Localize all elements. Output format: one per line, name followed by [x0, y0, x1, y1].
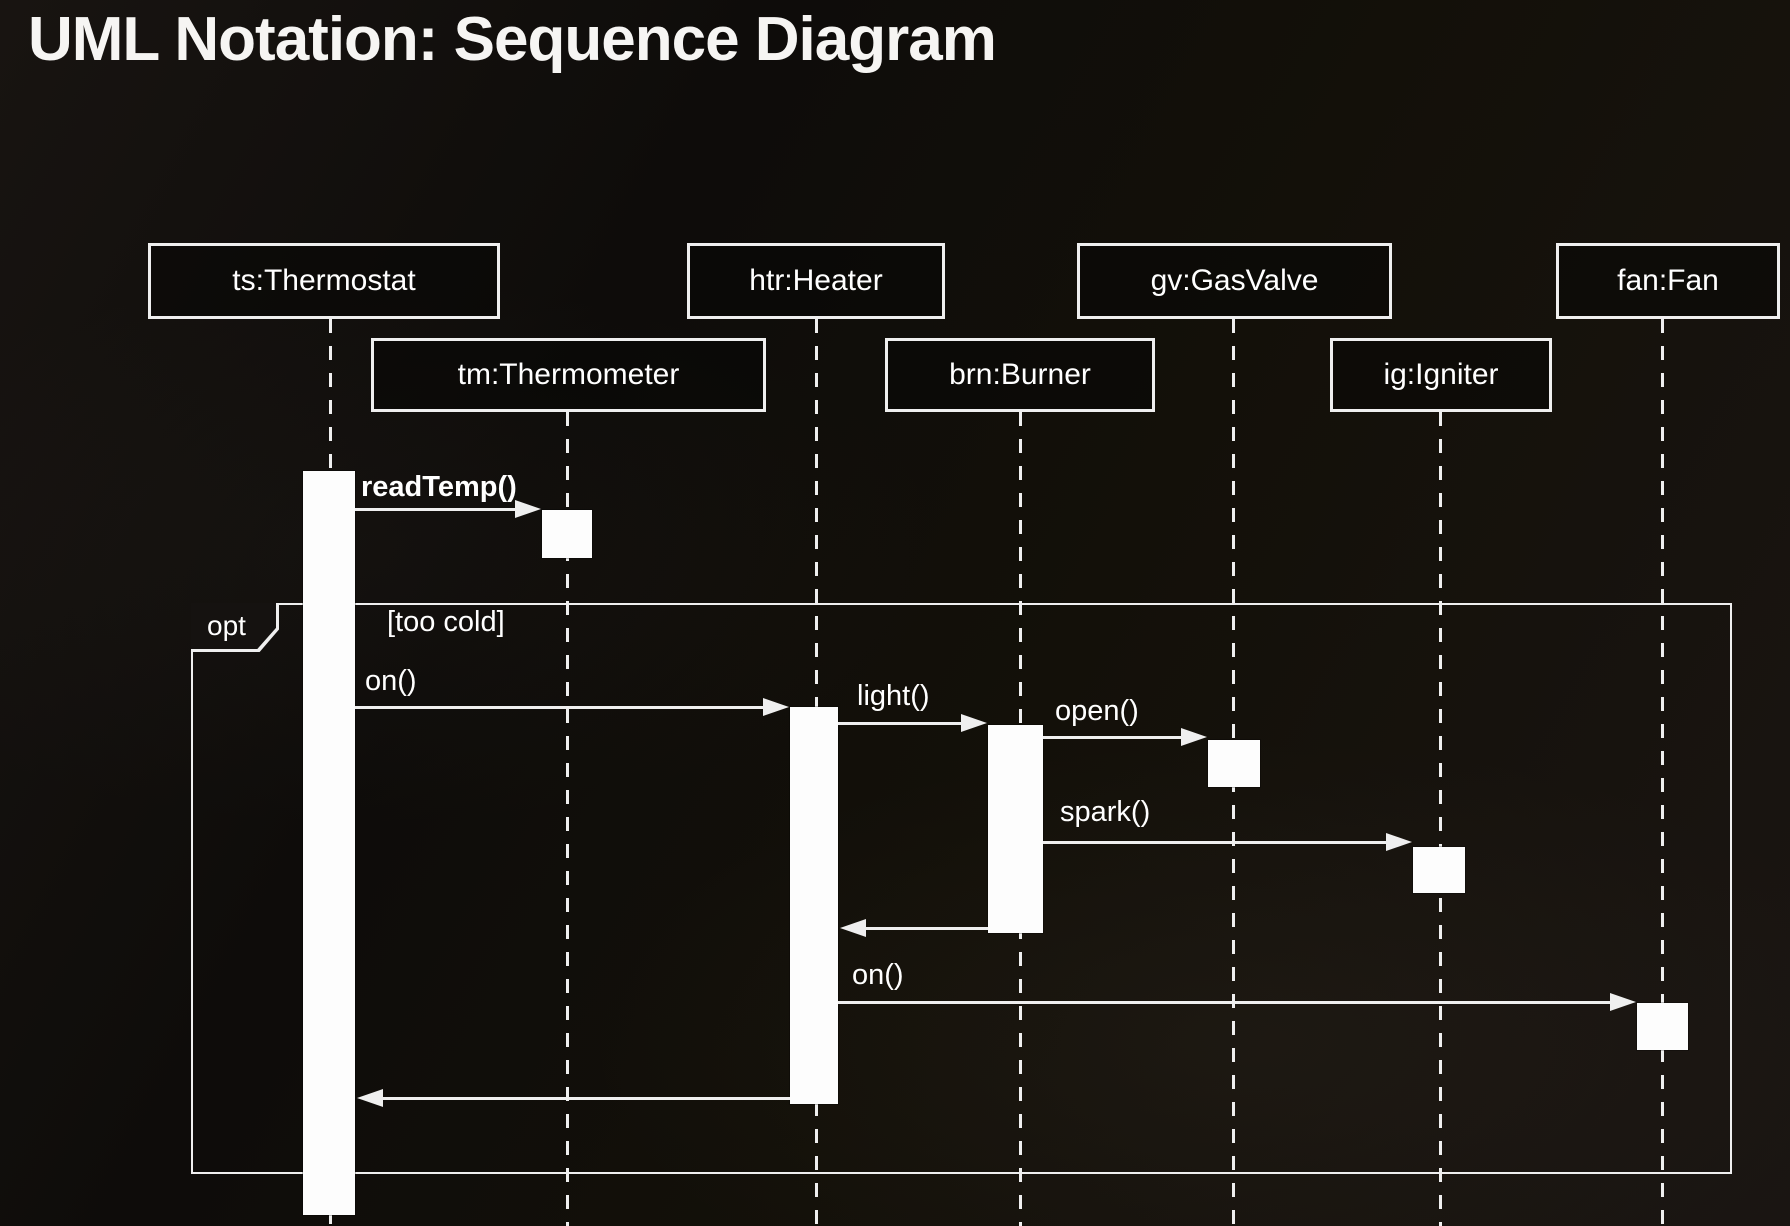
message-arrowhead [763, 698, 789, 716]
message-line-readTemp() [355, 508, 515, 511]
message-arrowhead [1181, 728, 1207, 746]
message-line-open() [1043, 736, 1181, 739]
lifeline-fan [1661, 319, 1664, 1226]
activation-bar-htr [790, 707, 838, 1104]
lifeline-head-gv: gv:GasValve [1077, 243, 1392, 319]
message-arrowhead [961, 714, 987, 732]
slide-title: UML Notation: Sequence Diagram [28, 5, 997, 74]
fragment-guard-label: [too cold] [387, 606, 505, 638]
message-line-on() [838, 1001, 1610, 1004]
lifeline-head-label: gv:GasValve [1150, 264, 1319, 297]
fragment-operator-label: opt [191, 603, 276, 649]
lifeline-head-label: fan:Fan [1617, 264, 1719, 297]
message-label: on() [365, 665, 417, 697]
lifeline-head-fan: fan:Fan [1556, 243, 1780, 319]
fragment-frame [191, 603, 1732, 1174]
message-arrowhead [840, 919, 866, 937]
message-line-on() [355, 706, 763, 709]
lifeline-head-label: htr:Heater [749, 264, 883, 297]
activation-bar-brn [988, 725, 1043, 933]
message-line-return [866, 927, 988, 930]
message-arrowhead [515, 500, 541, 518]
lifeline-head-label: ts:Thermostat [232, 264, 416, 297]
lifeline-head-htr: htr:Heater [687, 243, 945, 319]
message-arrowhead [1610, 993, 1636, 1011]
message-line-return [383, 1097, 790, 1100]
lifeline-head-label: ig:Igniter [1383, 358, 1499, 391]
message-label: on() [852, 959, 904, 991]
message-arrowhead [357, 1089, 383, 1107]
lifeline-head-label: brn:Burner [949, 358, 1091, 391]
lifeline-head-tm: tm:Thermometer [371, 338, 766, 412]
activation-bar-ts [303, 471, 355, 1215]
lifeline-tm [566, 412, 569, 1226]
message-line-spark() [1043, 841, 1386, 844]
message-line-light() [838, 722, 961, 725]
lifeline-head-ts: ts:Thermostat [148, 243, 500, 319]
activation-bar-gv [1208, 740, 1260, 787]
message-label: open() [1055, 695, 1139, 727]
lifeline-ig [1439, 412, 1442, 1226]
fragment-operator-tab: opt [191, 603, 279, 652]
message-label: readTemp() [361, 471, 517, 503]
message-label: light() [857, 680, 930, 712]
activation-bar-fan [1637, 1003, 1688, 1050]
activation-bar-tm [542, 510, 592, 558]
lifeline-head-ig: ig:Igniter [1330, 338, 1552, 412]
lifeline-head-brn: brn:Burner [885, 338, 1155, 412]
message-arrowhead [1386, 833, 1412, 851]
activation-bar-ig [1413, 847, 1465, 893]
lifeline-head-label: tm:Thermometer [457, 358, 680, 391]
message-label: spark() [1060, 796, 1151, 828]
